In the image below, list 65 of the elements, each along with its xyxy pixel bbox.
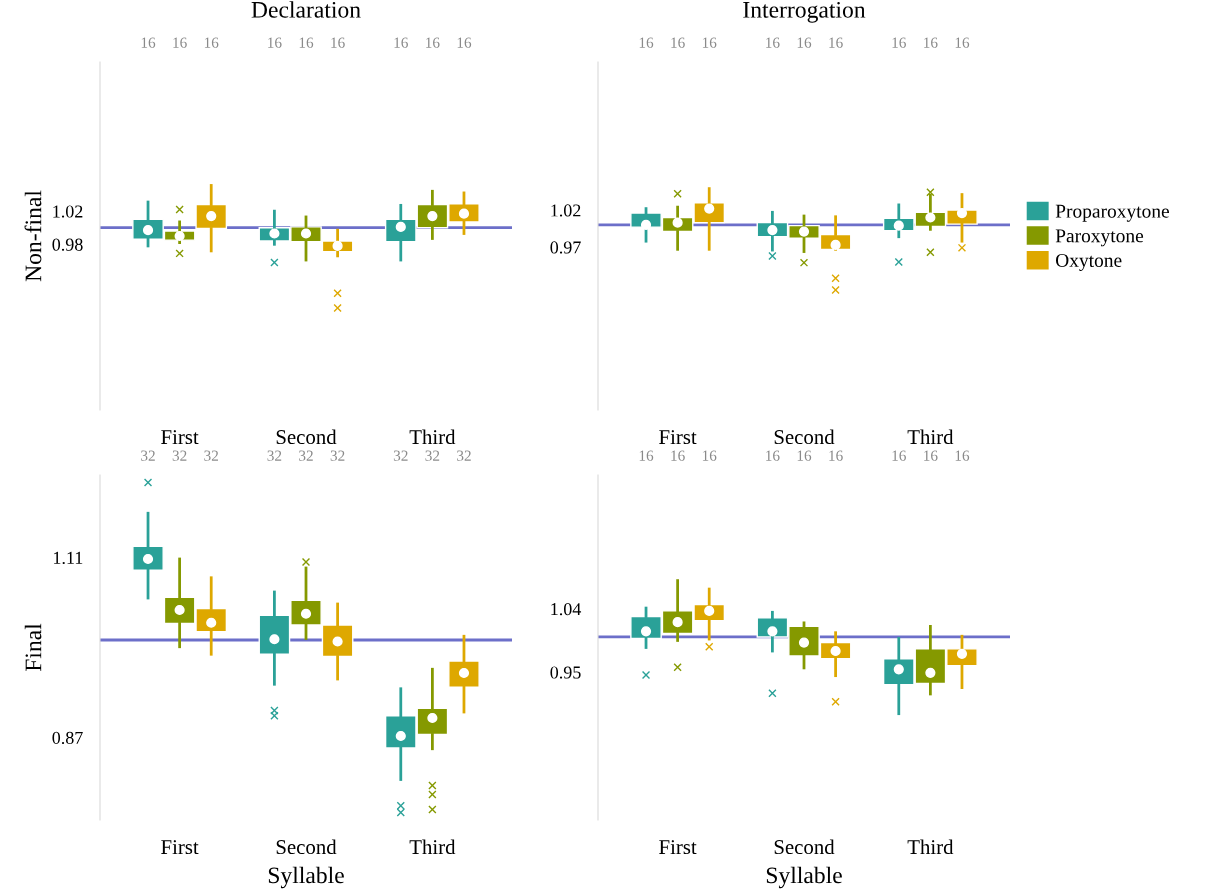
text: 16 — [268, 37, 282, 48]
text: 16 — [639, 450, 654, 461]
text: 32 — [204, 450, 219, 461]
x-axis-title: Syllable — [766, 866, 842, 889]
x-tick-label: First — [161, 430, 199, 445]
text: 16 — [141, 37, 156, 48]
text: 16 — [173, 37, 187, 48]
legend-label: Proparoxytone — [1055, 204, 1169, 222]
y-tick-label: 1.02 — [53, 205, 83, 218]
legend-label: Paroxytone — [1055, 229, 1144, 247]
text: 16 — [892, 37, 906, 48]
text: 32 — [267, 450, 282, 461]
y-tick-label: 0.98 — [52, 238, 83, 251]
x-tick-label: First — [659, 840, 697, 855]
x-tick-label: Second — [774, 429, 835, 445]
text: 32 — [425, 450, 440, 461]
legend-label: Oxytone — [1055, 253, 1122, 271]
y-tick-label: 1.04 — [551, 603, 582, 616]
text: 16 — [426, 37, 440, 48]
x-tick-label: Third — [409, 429, 456, 445]
text: 32 — [330, 450, 345, 461]
y-tick-label: 0.97 — [550, 241, 581, 254]
text: 16 — [639, 37, 654, 48]
text: 16 — [797, 450, 812, 461]
x-axis-title: Syllable — [268, 866, 344, 889]
text: 16 — [892, 450, 906, 461]
text: 16 — [457, 37, 472, 48]
text: 16 — [671, 450, 685, 461]
text: 16 — [766, 450, 780, 461]
y-axis-title: Non-final — [24, 190, 42, 282]
text: 16 — [204, 37, 219, 48]
chart-title: Declaration — [251, 1, 361, 18]
text: 32 — [141, 450, 155, 461]
text: 32 — [393, 450, 408, 461]
x-tick-label: First — [161, 840, 199, 855]
x-tick-label: Second — [276, 839, 337, 855]
text: 16 — [797, 37, 812, 48]
text: 16 — [331, 37, 345, 48]
text: 16 — [766, 37, 780, 48]
x-tick-label: First — [659, 430, 697, 445]
text: 16 — [702, 450, 717, 461]
y-tick-label: 1.02 — [551, 204, 581, 217]
chart-title: Interrogation — [743, 1, 866, 23]
y-tick-label: 0.95 — [550, 666, 581, 679]
x-tick-label: Second — [774, 839, 835, 855]
text: 32 — [299, 450, 313, 461]
text: 16 — [671, 37, 685, 48]
x-tick-label: Second — [276, 429, 337, 445]
x-tick-label: Third — [409, 839, 456, 855]
text: 16 — [955, 37, 970, 48]
text: 16 — [394, 37, 408, 48]
x-tick-label: Third — [907, 839, 954, 855]
text: 16 — [924, 450, 938, 461]
text: 16 — [299, 37, 314, 48]
y-tick-label: 1.11 — [54, 551, 83, 565]
text: 16 — [829, 450, 843, 461]
text: 16 — [702, 37, 717, 48]
y-tick-label: 0.87 — [52, 731, 83, 745]
text: 16 — [955, 450, 970, 461]
y-axis-title: Final — [24, 623, 42, 672]
text: 16 — [924, 37, 938, 48]
text: 32 — [457, 450, 471, 461]
x-tick-label: Third — [907, 429, 954, 445]
text: 16 — [829, 37, 843, 48]
text: 32 — [172, 450, 187, 461]
